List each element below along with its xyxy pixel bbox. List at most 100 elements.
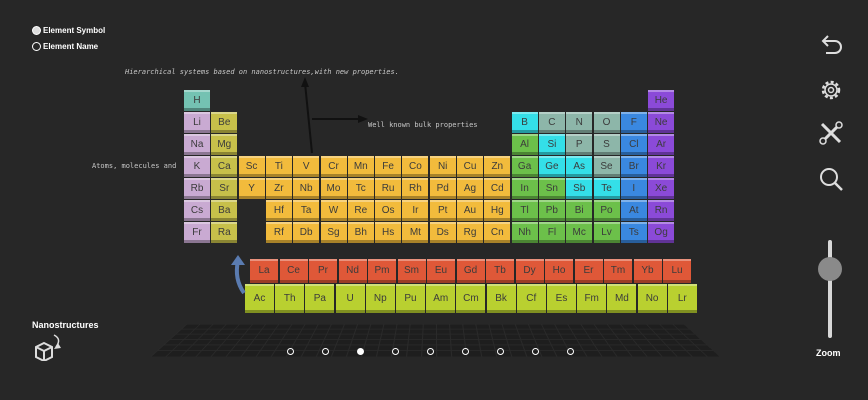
element-md[interactable]: Md (607, 284, 637, 313)
element-np[interactable]: Np (365, 284, 395, 313)
element-mg[interactable]: Mg (211, 134, 238, 155)
element-ni[interactable]: Ni (429, 156, 456, 177)
element-pb[interactable]: Pb (538, 200, 565, 221)
element-ag[interactable]: Ag (457, 178, 483, 199)
element-re[interactable]: Re (347, 200, 374, 221)
page-dot-4[interactable] (392, 348, 399, 355)
element-rn[interactable]: Rn (648, 200, 675, 221)
element-sr[interactable]: Sr (211, 178, 238, 199)
element-n[interactable]: N (566, 112, 593, 133)
element-ho[interactable]: Ho (545, 259, 573, 283)
element-es[interactable]: Es (547, 284, 576, 313)
element-cd[interactable]: Cd (484, 178, 511, 199)
element-at[interactable]: At (620, 200, 647, 221)
element-sg[interactable]: Sg (320, 222, 347, 243)
radio-element-symbol[interactable] (32, 26, 41, 35)
back-icon[interactable] (818, 32, 844, 58)
element-bk[interactable]: Bk (486, 284, 516, 313)
element-ti[interactable]: Ti (265, 156, 292, 177)
element-si[interactable]: Si (538, 134, 565, 155)
element-cn[interactable]: Cn (484, 222, 511, 243)
element-h[interactable]: H (184, 90, 210, 111)
element-na[interactable]: Na (184, 134, 210, 155)
element-u[interactable]: U (335, 284, 365, 313)
element-sc[interactable]: Sc (238, 156, 265, 177)
search-icon[interactable] (818, 166, 844, 192)
element-k[interactable]: K (184, 156, 210, 177)
element-as[interactable]: As (566, 156, 593, 177)
element-er[interactable]: Er (574, 259, 603, 283)
element-rb[interactable]: Rb (184, 178, 210, 199)
element-bi[interactable]: Bi (566, 200, 593, 221)
element-pd[interactable]: Pd (429, 178, 456, 199)
element-dy[interactable]: Dy (515, 259, 544, 283)
element-co[interactable]: Co (402, 156, 429, 177)
page-dot-6[interactable] (462, 348, 469, 355)
element-f[interactable]: F (620, 112, 647, 133)
element-tm[interactable]: Tm (604, 259, 632, 283)
element-no[interactable]: No (637, 284, 667, 313)
page-dot-2[interactable] (322, 348, 329, 355)
element-po[interactable]: Po (593, 200, 620, 221)
element-mc[interactable]: Mc (566, 222, 593, 243)
element-ds[interactable]: Ds (429, 222, 456, 243)
element-fm[interactable]: Fm (577, 284, 607, 313)
element-rg[interactable]: Rg (457, 222, 483, 243)
zoom-slider-handle[interactable] (818, 257, 842, 282)
element-og[interactable]: Og (648, 222, 675, 243)
element-s[interactable]: S (593, 134, 620, 155)
element-be[interactable]: Be (211, 112, 238, 133)
element-li[interactable]: Li (184, 112, 210, 133)
element-sm[interactable]: Sm (397, 259, 426, 283)
element-v[interactable]: V (293, 156, 320, 177)
element-cl[interactable]: Cl (620, 134, 647, 155)
element-os[interactable]: Os (375, 200, 402, 221)
rotate-arrow-icon[interactable] (228, 255, 250, 295)
radio-element-name[interactable] (32, 42, 41, 51)
element-rh[interactable]: Rh (402, 178, 429, 199)
element-lu[interactable]: Lu (663, 259, 691, 283)
zoom-slider-track[interactable] (828, 240, 832, 338)
element-ar[interactable]: Ar (648, 134, 675, 155)
element-hs[interactable]: Hs (375, 222, 402, 243)
element-gd[interactable]: Gd (456, 259, 485, 283)
page-dot-7[interactable] (497, 348, 504, 355)
element-lr[interactable]: Lr (667, 284, 697, 313)
element-pu[interactable]: Pu (396, 284, 425, 313)
element-sn[interactable]: Sn (538, 178, 565, 199)
element-fe[interactable]: Fe (375, 156, 402, 177)
element-ta[interactable]: Ta (293, 200, 320, 221)
element-mo[interactable]: Mo (320, 178, 347, 199)
element-au[interactable]: Au (457, 200, 483, 221)
element-se[interactable]: Se (593, 156, 620, 177)
element-ca[interactable]: Ca (211, 156, 238, 177)
element-db[interactable]: Db (293, 222, 320, 243)
element-he[interactable]: He (648, 90, 675, 111)
page-dot-1[interactable] (287, 348, 294, 355)
element-sb[interactable]: Sb (566, 178, 593, 199)
option-element-symbol[interactable]: Element Symbol (32, 26, 105, 35)
page-dot-8[interactable] (532, 348, 539, 355)
element-zr[interactable]: Zr (265, 178, 292, 199)
element-cf[interactable]: Cf (516, 284, 546, 313)
element-cs[interactable]: Cs (184, 200, 210, 221)
element-tl[interactable]: Tl (511, 200, 538, 221)
nanostructure-cube-icon[interactable] (34, 333, 66, 361)
page-dot-3[interactable] (357, 348, 364, 355)
element-eu[interactable]: Eu (427, 259, 455, 283)
element-yb[interactable]: Yb (633, 259, 662, 283)
element-al[interactable]: Al (511, 134, 538, 155)
element-ce[interactable]: Ce (279, 259, 308, 283)
element-rf[interactable]: Rf (265, 222, 292, 243)
element-ir[interactable]: Ir (402, 200, 429, 221)
element-nd[interactable]: Nd (338, 259, 367, 283)
element-tb[interactable]: Tb (486, 259, 514, 283)
element-am[interactable]: Am (426, 284, 456, 313)
element-nh[interactable]: Nh (511, 222, 538, 243)
element-fr[interactable]: Fr (184, 222, 210, 243)
element-c[interactable]: C (538, 112, 565, 133)
element-cr[interactable]: Cr (320, 156, 347, 177)
element-b[interactable]: B (511, 112, 538, 133)
page-dot-5[interactable] (427, 348, 434, 355)
element-th[interactable]: Th (275, 284, 305, 313)
